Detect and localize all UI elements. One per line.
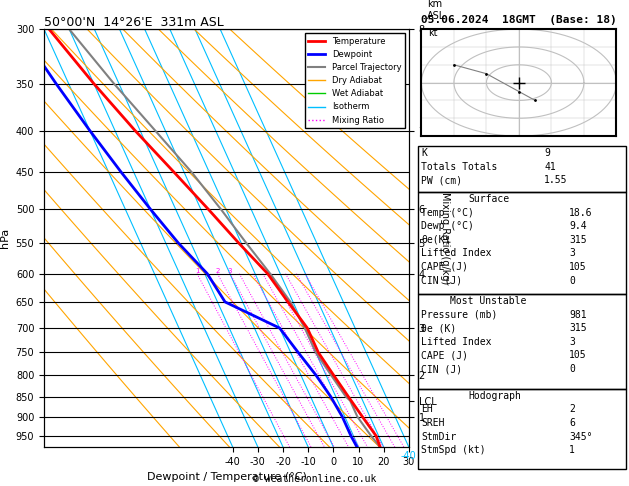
Y-axis label: Mixing Ratio (g/kg): Mixing Ratio (g/kg) [440,192,450,284]
Text: 105: 105 [569,350,587,361]
Text: Dewp (°C): Dewp (°C) [421,221,474,231]
Text: K: K [421,148,427,158]
Text: -40: -40 [401,451,417,461]
Text: 1.55: 1.55 [544,175,567,186]
Text: 3: 3 [569,337,575,347]
Text: 3: 3 [228,268,232,274]
Text: 50°00'N  14°26'E  331m ASL: 50°00'N 14°26'E 331m ASL [44,16,224,29]
Text: 18.6: 18.6 [569,208,593,218]
Text: 3: 3 [569,248,575,259]
Y-axis label: hPa: hPa [0,228,10,248]
Text: CIN (J): CIN (J) [421,364,462,374]
Text: CIN (J): CIN (J) [421,276,462,286]
Text: Lifted Index: Lifted Index [421,337,492,347]
Text: 9: 9 [544,148,550,158]
Text: 105: 105 [569,262,587,272]
Text: 315: 315 [569,235,587,245]
Text: km
ASL: km ASL [427,0,445,21]
Text: 1: 1 [195,268,199,274]
X-axis label: Dewpoint / Temperature (°C): Dewpoint / Temperature (°C) [147,472,306,483]
Legend: Temperature, Dewpoint, Parcel Trajectory, Dry Adiabat, Wet Adiabat, Isotherm, Mi: Temperature, Dewpoint, Parcel Trajectory… [305,34,404,128]
Text: Totals Totals: Totals Totals [421,162,498,172]
Text: 2: 2 [569,404,575,415]
Text: Most Unstable: Most Unstable [450,296,526,307]
Text: © weatheronline.co.uk: © weatheronline.co.uk [253,473,376,484]
Text: 2: 2 [215,268,220,274]
Text: kt: kt [428,28,437,38]
Text: 9.4: 9.4 [569,221,587,231]
Text: CAPE (J): CAPE (J) [421,262,469,272]
Text: 345°: 345° [569,432,593,442]
Text: PW (cm): PW (cm) [421,175,462,186]
Text: CAPE (J): CAPE (J) [421,350,469,361]
Text: 6: 6 [569,418,575,428]
Text: Surface: Surface [469,194,509,205]
Text: EH: EH [421,404,433,415]
Text: 05.06.2024  18GMT  (Base: 18): 05.06.2024 18GMT (Base: 18) [421,15,617,25]
Text: Lifted Index: Lifted Index [421,248,492,259]
Text: StmSpd (kt): StmSpd (kt) [421,445,486,455]
Text: θe (K): θe (K) [421,323,457,333]
Text: SREH: SREH [421,418,445,428]
Text: 1: 1 [569,445,575,455]
Text: 981: 981 [569,310,587,320]
Text: 0: 0 [569,276,575,286]
Text: 41: 41 [544,162,556,172]
Text: Hodograph: Hodograph [469,391,521,401]
Text: 315: 315 [569,323,587,333]
Text: Temp (°C): Temp (°C) [421,208,474,218]
Text: 0: 0 [569,364,575,374]
Text: Pressure (mb): Pressure (mb) [421,310,498,320]
Text: θe(K): θe(K) [421,235,451,245]
Text: StmDir: StmDir [421,432,457,442]
